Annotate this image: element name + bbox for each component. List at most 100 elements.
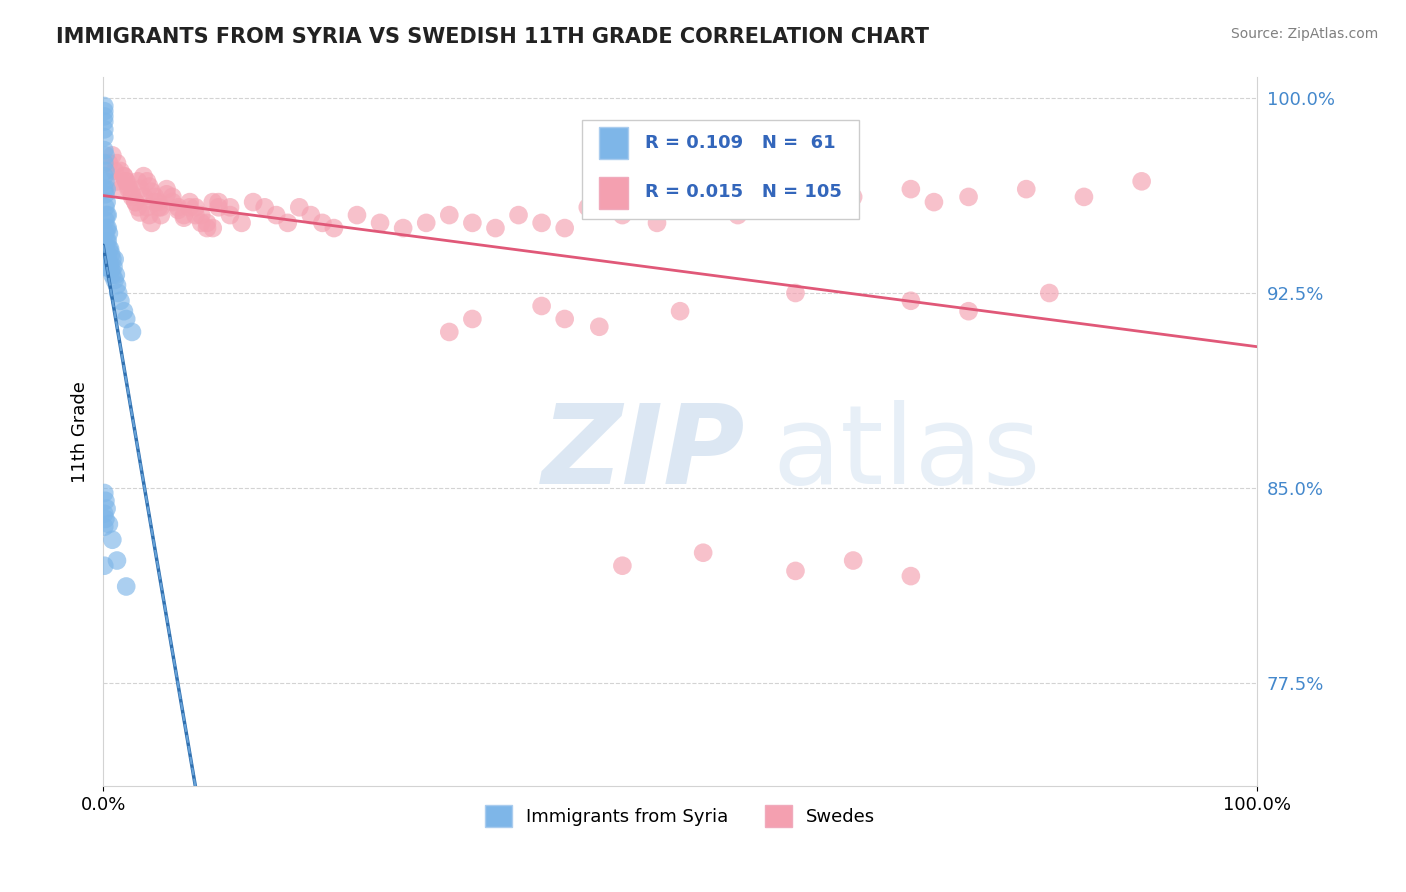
Point	[100, 247, 122, 261]
Point	[96, 195, 118, 210]
Point	[97, 517, 120, 532]
Point	[439, 325, 461, 339]
Point	[132, 169, 155, 183]
Point	[101, 148, 124, 162]
Point	[612, 208, 634, 222]
Point	[530, 299, 553, 313]
Point	[93, 109, 115, 123]
Point	[101, 252, 124, 267]
Point	[94, 260, 117, 274]
Point	[311, 216, 333, 230]
Point	[105, 156, 128, 170]
Point	[439, 208, 461, 222]
Point	[97, 208, 120, 222]
Point	[1130, 174, 1153, 188]
Point	[115, 312, 138, 326]
Point	[121, 187, 143, 202]
Point	[112, 169, 135, 183]
Point	[957, 190, 980, 204]
Point	[148, 200, 170, 214]
Point	[530, 216, 553, 230]
Point	[264, 208, 287, 222]
Point	[110, 182, 132, 196]
Point	[94, 239, 117, 253]
Point	[98, 242, 121, 256]
Point	[93, 182, 115, 196]
Point	[179, 200, 201, 214]
Point	[136, 174, 159, 188]
Point	[785, 285, 807, 300]
Text: ZIP: ZIP	[541, 400, 745, 507]
Point	[115, 174, 138, 188]
Point	[761, 200, 783, 214]
Point	[167, 202, 190, 217]
Point	[94, 187, 117, 202]
Point	[173, 208, 195, 222]
Point	[121, 190, 143, 204]
Point	[124, 195, 146, 210]
Point	[110, 164, 132, 178]
Point	[184, 208, 207, 222]
Point	[195, 221, 218, 235]
Point	[115, 174, 138, 188]
Point	[97, 255, 120, 269]
Point	[127, 174, 149, 188]
Point	[346, 208, 368, 222]
Point	[93, 558, 115, 573]
Point	[107, 285, 129, 300]
Point	[195, 216, 218, 230]
Point	[1015, 182, 1038, 196]
Point	[957, 304, 980, 318]
Point	[368, 216, 391, 230]
Point	[162, 190, 184, 204]
Point	[576, 200, 599, 214]
Point	[842, 553, 865, 567]
Point	[103, 260, 125, 274]
Point	[588, 319, 610, 334]
Point	[727, 208, 749, 222]
Point	[94, 512, 117, 526]
FancyBboxPatch shape	[599, 127, 628, 159]
Point	[94, 148, 117, 162]
Point	[143, 195, 166, 210]
Point	[322, 221, 344, 235]
Point	[96, 501, 118, 516]
Point	[93, 130, 115, 145]
Point	[94, 493, 117, 508]
Point	[554, 312, 576, 326]
Y-axis label: 11th Grade: 11th Grade	[72, 381, 89, 483]
Point	[94, 252, 117, 267]
Point	[117, 182, 139, 196]
Point	[785, 195, 807, 210]
Point	[149, 208, 172, 222]
Point	[461, 216, 484, 230]
Point	[93, 169, 115, 183]
Point	[94, 227, 117, 241]
Point	[645, 216, 668, 230]
Point	[669, 304, 692, 318]
Point	[155, 182, 177, 196]
Point	[299, 208, 322, 222]
Point	[117, 179, 139, 194]
Point	[136, 200, 159, 214]
Point	[98, 257, 121, 271]
Point	[96, 182, 118, 196]
Point	[129, 182, 152, 196]
Point	[167, 200, 190, 214]
Point	[277, 216, 299, 230]
Point	[148, 195, 170, 210]
Point	[105, 553, 128, 567]
Point	[129, 205, 152, 219]
Point	[94, 213, 117, 227]
Point	[96, 247, 118, 261]
Point	[173, 211, 195, 225]
Point	[207, 200, 229, 214]
Point	[112, 169, 135, 183]
Point	[138, 179, 160, 194]
Point	[124, 195, 146, 210]
Point	[93, 486, 115, 500]
Point	[93, 520, 115, 534]
Point	[242, 195, 264, 210]
Point	[97, 242, 120, 256]
Point	[104, 164, 127, 178]
